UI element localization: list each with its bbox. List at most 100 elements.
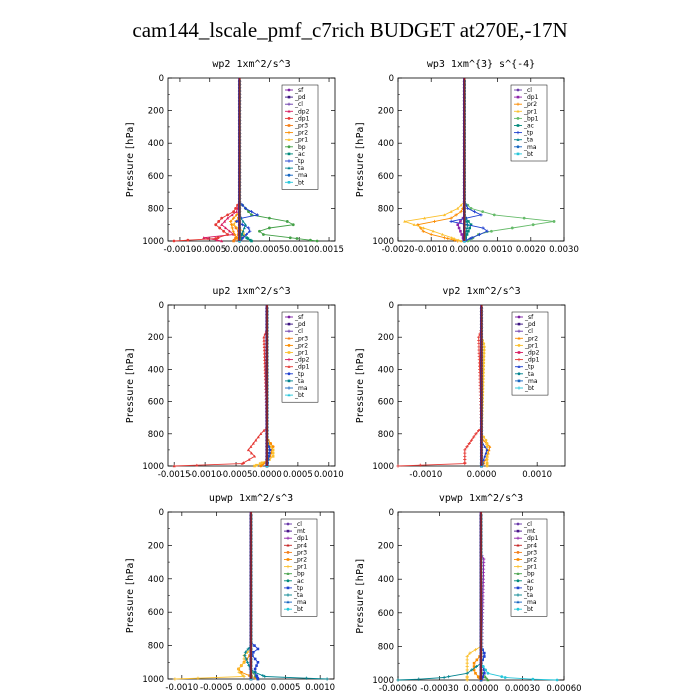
legend-entry: _ma <box>293 599 307 606</box>
legend: _sf_pd_cl_dp2_dp1_pr3_pr2_pr1_bp_ac_tp_t… <box>281 84 319 190</box>
x-tick-label: 0.00060 <box>546 684 581 694</box>
x-tick-label: 0.0005 <box>283 470 313 480</box>
series-ta <box>396 513 483 682</box>
legend-entry: _dp1 <box>294 364 310 371</box>
legend-entry: _pd <box>294 94 306 101</box>
legend-entry: _pr1 <box>523 564 537 571</box>
y-tick-label: 0 <box>389 508 394 518</box>
y-tick-label: 400 <box>378 365 394 375</box>
legend-entry: _pr3 <box>294 335 308 342</box>
panel-title: vpwp 1xm^2/s^3 <box>439 493 523 504</box>
panel-title: up2 1xm^2/s^3 <box>212 286 290 297</box>
legend-entry: _dp1 <box>524 357 540 364</box>
x-tick-label: 0.0005 <box>271 683 301 693</box>
series-pr1 <box>403 79 466 243</box>
legend-entry: _cl <box>293 521 302 528</box>
series-dp1 <box>172 306 269 468</box>
y-tick-label: 600 <box>148 172 164 182</box>
x-tick-label: 0.0010 <box>483 245 513 255</box>
legend-entry: _pr1 <box>294 137 308 144</box>
y-axis-label: Pressure [hPa] <box>125 348 136 423</box>
x-tick-label: -0.0010 <box>415 245 448 255</box>
x-tick-label: -0.0005 <box>193 245 226 255</box>
legend-entry: _ta <box>294 378 304 385</box>
legend-entry: _sf <box>524 314 534 321</box>
y-tick-label: 200 <box>148 333 164 343</box>
legend-entry: _ta <box>524 371 534 378</box>
legend-entry: _cl <box>294 328 303 335</box>
y-tick-label: 800 <box>148 204 164 214</box>
series-line <box>238 515 259 680</box>
legend-entry: _pr4 <box>293 542 307 549</box>
legend-entry: _bp <box>294 144 306 151</box>
x-tick-label: -0.00030 <box>420 684 458 694</box>
y-tick-label: 800 <box>148 430 164 440</box>
x-tick-label: -0.0020 <box>382 245 415 255</box>
legend: _sf_pd_cl_pr2_pr1_dp2_dp1_tp_ta_ma_bt <box>511 311 549 396</box>
x-tick-label: -0.0005 <box>200 683 233 693</box>
figure-title: cam144_lscale_pmf_c7rich BUDGET at270E,-… <box>132 18 568 42</box>
chart-panel-6: vpwp 1xm^2/s^3 Pressure [hPa] 0 200 400 600 80… <box>355 493 582 694</box>
legend-entry: _ma <box>523 144 537 151</box>
y-tick-label: 600 <box>378 398 394 408</box>
series-line <box>404 81 465 242</box>
x-tick-label: -0.0015 <box>158 470 191 480</box>
y-tick-label: 600 <box>378 609 394 619</box>
y-tick-label: 1000 <box>142 462 164 472</box>
x-tick-label: -0.00060 <box>379 684 417 694</box>
legend-entry: _pd <box>524 321 536 328</box>
legend-entry: _bt <box>294 392 305 399</box>
panel-title: wp2 1xm^2/s^3 <box>212 59 290 70</box>
x-tick-label: 0.0010 <box>284 245 314 255</box>
legend-entry: _ac <box>523 578 534 585</box>
legend-entry: _ma <box>524 378 538 385</box>
y-tick-label: 200 <box>378 107 394 117</box>
legend-entry: _pr1 <box>524 342 538 349</box>
legend-entry: _bt <box>293 606 304 613</box>
legend-entry: _pr1 <box>293 564 307 571</box>
x-tick-label: 0.0010 <box>314 470 344 480</box>
series-line <box>417 81 465 242</box>
legend-entry: _cl <box>523 87 532 94</box>
legend-entry: _dp1 <box>293 535 309 542</box>
legend-entry: _ma <box>523 599 537 606</box>
series-dp1 <box>172 79 241 243</box>
x-tick-label: -0.0005 <box>220 470 253 480</box>
legend-entry: _tp <box>293 585 303 592</box>
x-tick-label: -0.0010 <box>164 245 197 255</box>
y-tick-label: 1000 <box>372 462 394 472</box>
legend-entry: _tp <box>294 371 304 378</box>
legend-entry: _dp1 <box>294 115 310 122</box>
legend-entry: _ac <box>294 151 305 158</box>
y-axis-label: Pressure [hPa] <box>355 348 366 423</box>
legend-entry: _tp <box>523 130 533 137</box>
y-tick-label: 1000 <box>372 237 394 247</box>
legend-entry: _cl <box>294 101 303 108</box>
y-tick-label: 200 <box>148 107 164 117</box>
x-tick-label: 0.0020 <box>516 245 546 255</box>
legend: _cl_mt_dp1_pr4_pr3_pr2_pr1_bp_ac_tp_ta_m… <box>280 518 318 617</box>
y-tick-label: 200 <box>148 541 164 551</box>
y-tick-label: 0 <box>389 301 394 311</box>
legend-box <box>280 518 318 617</box>
x-tick-label: 0.0015 <box>314 245 344 255</box>
y-tick-label: 400 <box>148 575 164 585</box>
y-tick-label: 1000 <box>142 237 164 247</box>
legend-entry: _pr2 <box>294 342 308 349</box>
y-tick-label: 400 <box>378 139 394 149</box>
legend-entry: _bt <box>294 179 305 186</box>
legend-entry: _ac <box>293 578 304 585</box>
y-tick-label: 0 <box>159 301 164 311</box>
x-tick-label: 0.00000 <box>463 684 498 694</box>
legend-entry: _dp1 <box>523 94 539 101</box>
chart-panel-2: wp3 1xm^{3} s^{-4} Pressure [hPa] 0 200 400 6… <box>355 59 579 255</box>
legend-entry: _sf <box>294 87 304 94</box>
legend-entry: _ma <box>294 172 308 179</box>
x-tick-label: 0.00030 <box>505 684 540 694</box>
y-axis-label: Pressure [hPa] <box>355 122 366 197</box>
x-tick-label: 0.0000 <box>252 470 282 480</box>
x-tick-label: -0.0010 <box>165 683 198 693</box>
legend-entry: _bt <box>523 151 534 158</box>
legend-entry: _pr3 <box>294 123 308 130</box>
